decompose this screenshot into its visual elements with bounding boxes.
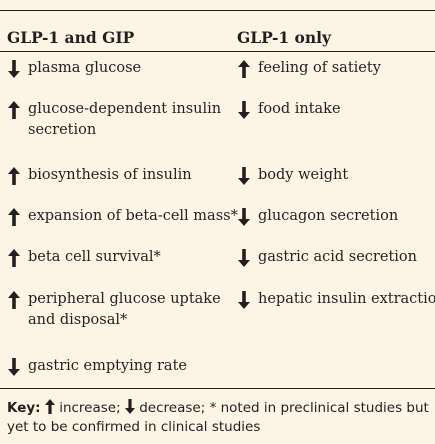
effect-text: gastric acid secretion <box>258 249 417 265</box>
column-header-glp1-only: GLP-1 only <box>237 28 332 47</box>
down-arrow-icon <box>237 291 251 309</box>
effect-text: secretion <box>28 122 97 138</box>
effect-text: and disposal* <box>28 312 128 328</box>
down-arrow-icon <box>7 60 21 78</box>
down-arrow-icon <box>7 358 21 376</box>
column-header-glp1-and-gip: GLP-1 and GIP <box>7 28 135 47</box>
up-arrow-icon <box>7 167 21 185</box>
key-decrease: decrease; <box>139 400 206 416</box>
effect-text: peripheral glucose uptake <box>28 291 221 307</box>
effect-text: biosynthesis of insulin <box>28 167 192 183</box>
down-arrow-icon <box>124 399 135 414</box>
effect-text: gastric emptying rate <box>28 358 187 374</box>
down-arrow-icon <box>237 208 251 226</box>
effect-text: feeling of satiety <box>258 60 381 76</box>
key-note: * noted in preclinical studies but yet t… <box>7 400 429 435</box>
effect-text: hepatic insulin extraction <box>258 291 435 307</box>
bottom-rule <box>0 388 435 389</box>
key-label: Key: <box>7 400 41 416</box>
key-legend: Key: increase; decrease; * noted in prec… <box>7 399 432 437</box>
up-arrow-icon <box>44 399 55 414</box>
up-arrow-icon <box>7 208 21 226</box>
effect-text: glucagon secretion <box>258 208 399 224</box>
effect-text: beta cell survival* <box>28 249 161 265</box>
effect-text: expansion of beta-cell mass* <box>28 208 238 224</box>
header-rule <box>0 51 435 52</box>
key-increase: increase; <box>59 400 121 416</box>
up-arrow-icon <box>7 291 21 309</box>
up-arrow-icon <box>237 60 251 78</box>
effect-text: plasma glucose <box>28 60 142 76</box>
up-arrow-icon <box>7 249 21 267</box>
effect-text: body weight <box>258 167 349 183</box>
top-rule <box>0 10 435 11</box>
up-arrow-icon <box>7 101 21 119</box>
effect-text: glucose-dependent insulin <box>28 101 222 117</box>
down-arrow-icon <box>237 167 251 185</box>
effect-text: food intake <box>258 101 341 117</box>
down-arrow-icon <box>237 249 251 267</box>
down-arrow-icon <box>237 101 251 119</box>
